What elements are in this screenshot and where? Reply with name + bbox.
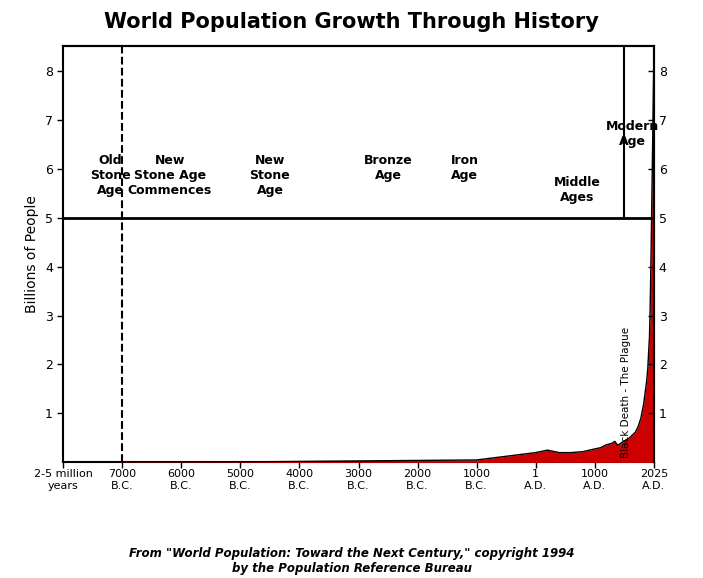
- Text: Bronze
Age: Bronze Age: [363, 154, 413, 182]
- Text: Black Death - The Plague: Black Death - The Plague: [621, 327, 631, 458]
- Text: From "World Population: Toward the Next Century," copyright 1994
by the Populati: From "World Population: Toward the Next …: [129, 547, 574, 575]
- Text: New
Stone Age
Commences: New Stone Age Commences: [127, 154, 212, 197]
- Text: Old
Stone
Age: Old Stone Age: [90, 154, 131, 197]
- Text: New
Stone
Age: New Stone Age: [250, 154, 290, 197]
- Text: Middle
Ages: Middle Ages: [553, 176, 600, 204]
- Text: World Population Growth Through History: World Population Growth Through History: [104, 12, 599, 32]
- Y-axis label: Billions of People: Billions of People: [25, 195, 39, 313]
- Text: Modern
Age: Modern Age: [605, 120, 659, 148]
- Text: Iron
Age: Iron Age: [451, 154, 479, 182]
